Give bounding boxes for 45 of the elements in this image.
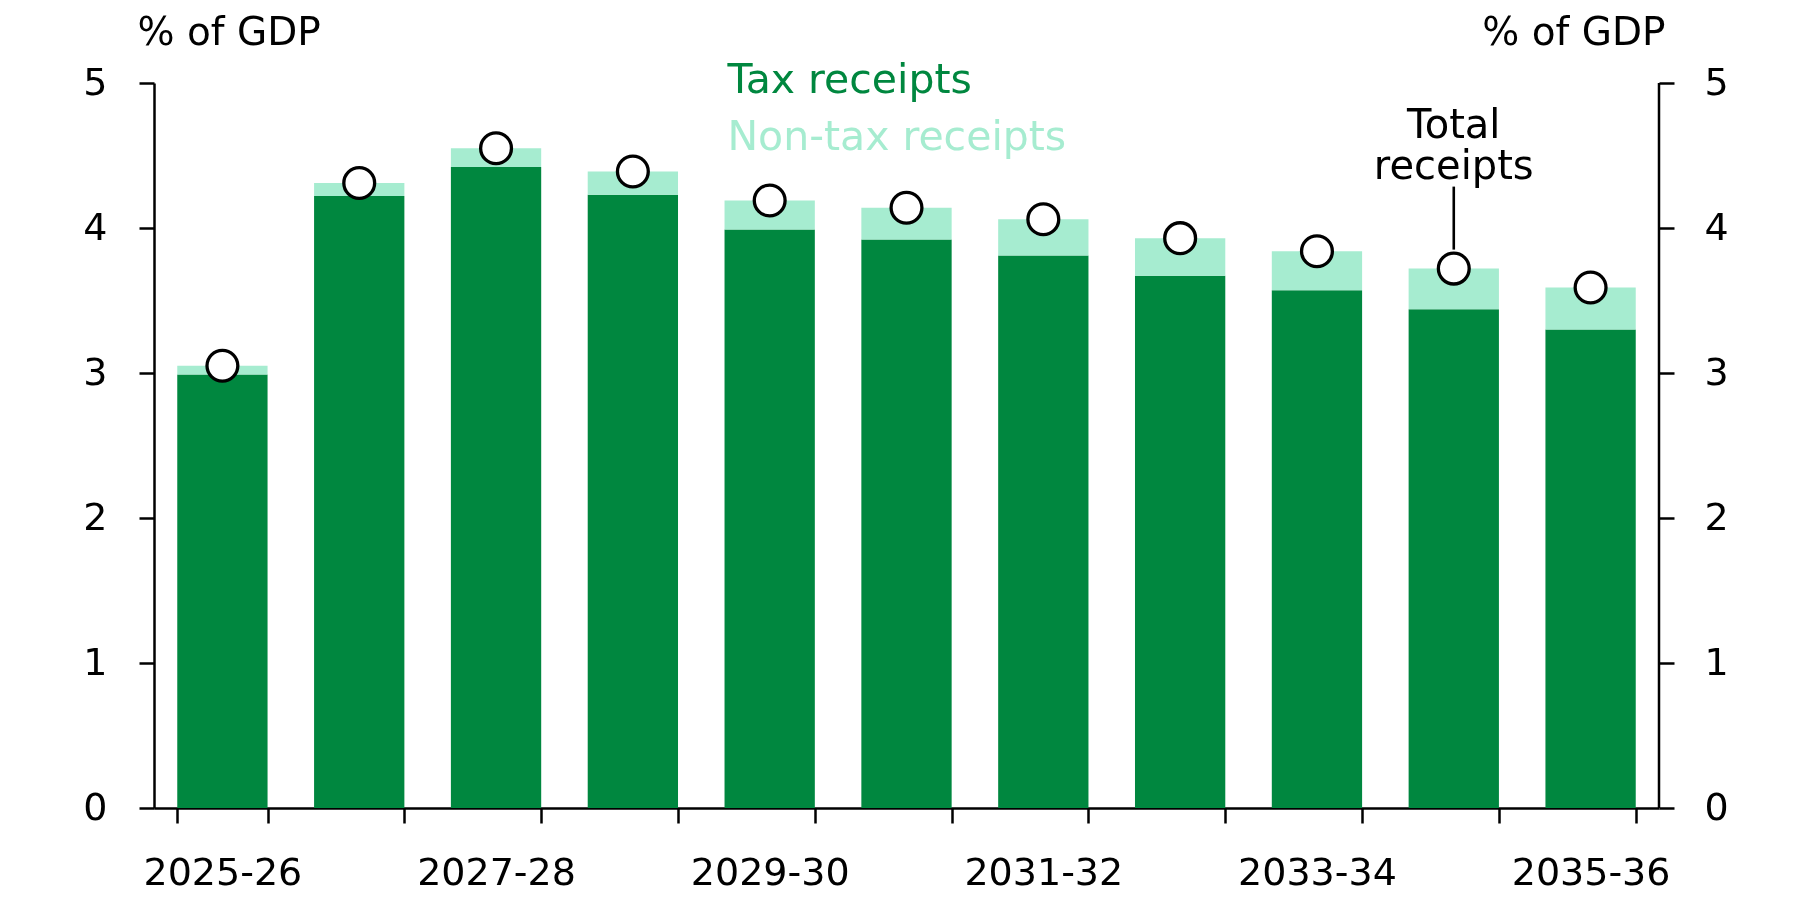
bar — [450, 167, 542, 808]
point — [1436, 251, 1471, 286]
y2-tick-label: 5 — [1704, 59, 1729, 104]
point — [342, 166, 377, 201]
point — [1026, 202, 1061, 237]
x-tick-label: 2033-34 — [1238, 849, 1397, 894]
text: Tax receipts — [726, 55, 972, 103]
bar — [314, 196, 405, 808]
point — [752, 183, 787, 218]
series-label: Non-tax receipts — [727, 112, 1067, 160]
point — [1163, 221, 1198, 256]
y-tick-label: 2 — [83, 494, 108, 539]
point — [615, 154, 650, 189]
y-tick-label: 3 — [83, 349, 108, 394]
y-tick-label: 4 — [83, 204, 108, 249]
y2-axis-title: % of GDP — [1482, 8, 1666, 54]
point — [889, 190, 924, 225]
bar — [177, 374, 268, 808]
bar — [1408, 309, 1499, 808]
bar — [587, 194, 679, 808]
point — [478, 131, 514, 166]
y2-tick-label: 1 — [1704, 639, 1729, 684]
y-tick-label: 0 — [83, 784, 108, 829]
bar — [1271, 290, 1363, 808]
y-tick-label: 5 — [83, 59, 108, 104]
point — [1573, 270, 1608, 305]
y2-tick-label: 2 — [1704, 494, 1729, 539]
y2-tick-label: 0 — [1704, 784, 1729, 829]
point — [1299, 234, 1335, 269]
bar — [1134, 275, 1226, 808]
x-tick-label: 2031-32 — [964, 849, 1124, 894]
bar — [998, 255, 1089, 808]
bar — [724, 229, 815, 808]
y2-tick-label: 3 — [1704, 349, 1729, 394]
x-tick-label: 2035-36 — [1511, 849, 1671, 894]
series-label: Total receipts — [1373, 100, 1534, 188]
x-tick-label: 2029-30 — [690, 849, 850, 894]
bar — [861, 239, 952, 808]
point — [205, 348, 240, 383]
x-tick-label: 2025-26 — [143, 849, 303, 894]
y-tick-label: 1 — [83, 639, 108, 684]
y2-tick-label: 4 — [1704, 204, 1729, 249]
y-axis-title: % of GDP — [137, 8, 321, 54]
bar — [1545, 329, 1636, 808]
x-tick-label: 2027-28 — [417, 849, 576, 894]
